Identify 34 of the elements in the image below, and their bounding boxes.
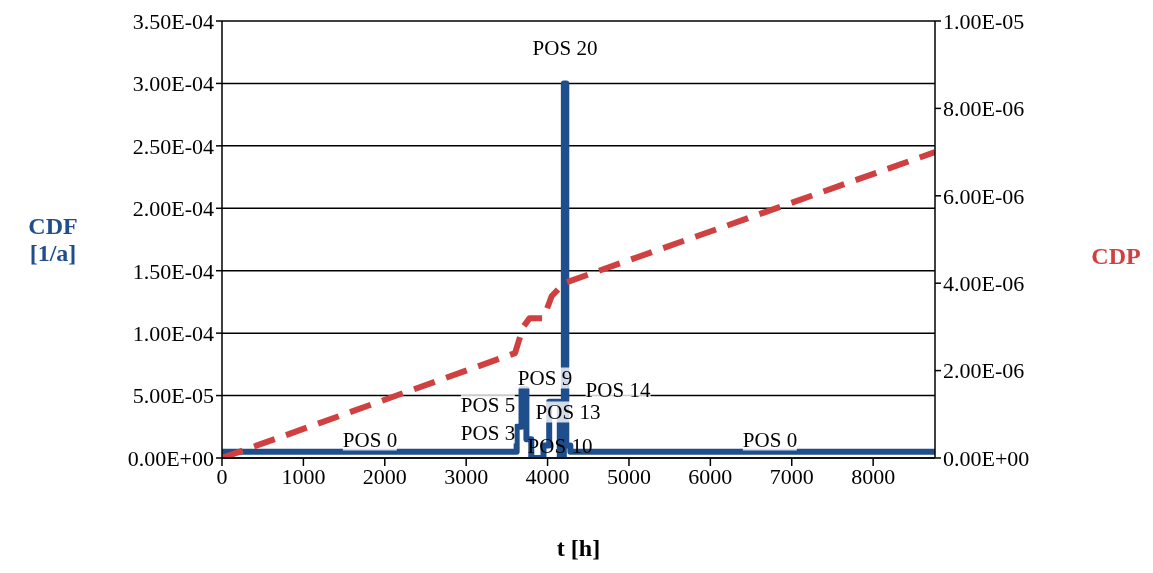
y-tick-label: 1.00E-04 <box>132 320 214 346</box>
x-tick-label: 5000 <box>606 463 651 489</box>
y2-tick-label: 0.00E+00 <box>943 445 1030 471</box>
x-tick-label: 8000 <box>851 463 896 489</box>
annotation: POS 13 <box>535 399 601 424</box>
annotation: POS 5 <box>460 392 516 417</box>
annotation: POS 3 <box>460 420 516 445</box>
y2-tick-label: 8.00E-06 <box>943 96 1025 122</box>
annotation: POS 0 <box>342 427 398 452</box>
y-tick-label: 3.50E-04 <box>132 8 214 34</box>
annotation: POS 9 <box>517 365 573 390</box>
y-axis-title: CDF [1/a] <box>27 213 79 267</box>
annotation: POS 20 <box>532 35 598 60</box>
x-tick-label: 4000 <box>525 463 570 489</box>
y-tick-label: 0.00E+00 <box>127 445 214 471</box>
y2-tick-label: 4.00E-06 <box>943 271 1025 297</box>
x-tick-label: 1000 <box>281 463 326 489</box>
x-tick-label: 2000 <box>362 463 407 489</box>
y2-axis-title: CDP <box>1090 243 1142 270</box>
y-tick-label: 2.00E-04 <box>132 196 214 222</box>
x-tick-label: 0 <box>216 463 228 489</box>
y-tick-label: 1.50E-04 <box>132 258 214 284</box>
y-tick-label: 5.00E-05 <box>132 383 214 409</box>
x-tick-label: 3000 <box>444 463 489 489</box>
y-tick-label: 2.50E-04 <box>132 133 214 159</box>
x-axis-title: t [h] <box>555 535 602 562</box>
y2-tick-label: 1.00E-05 <box>943 8 1025 34</box>
y2-tick-label: 6.00E-06 <box>943 183 1025 209</box>
annotation: POS 14 <box>585 377 651 402</box>
y2-tick-label: 2.00E-06 <box>943 358 1025 384</box>
y-tick-label: 3.00E-04 <box>132 71 214 97</box>
x-tick-label: 7000 <box>769 463 814 489</box>
x-tick-label: 6000 <box>688 463 733 489</box>
annotation: POS 0 <box>742 427 798 452</box>
